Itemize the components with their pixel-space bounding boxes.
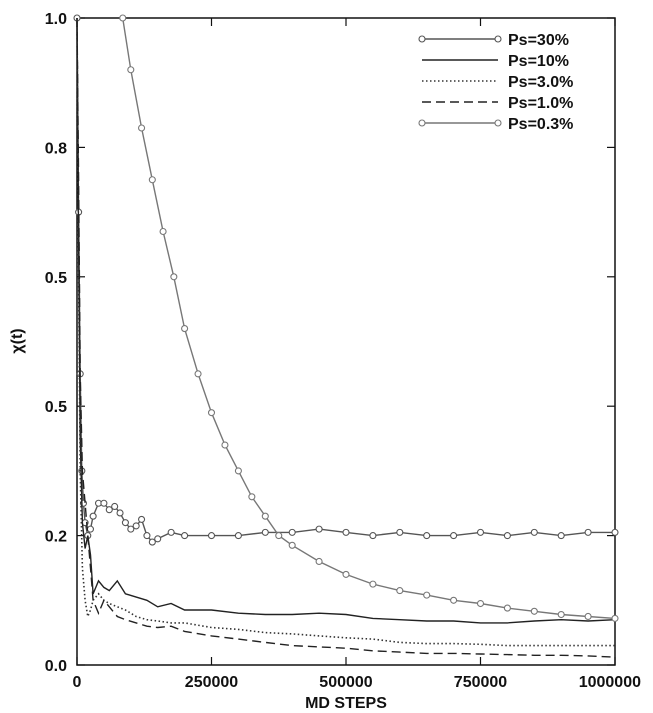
x-axis-ticks: 0 250000 500000 750000 1000000 — [73, 18, 641, 691]
series-line-ps-3-0- — [76, 17, 615, 647]
legend-marker — [494, 35, 502, 43]
series-point-ps-0-3- — [261, 512, 269, 520]
x-tick-label: 250000 — [185, 674, 238, 691]
series-point-ps-0-3- — [234, 467, 242, 475]
legend: Ps=30% Ps=10% Ps=3.0% Ps=1.0% Ps=0.3% — [418, 32, 573, 133]
series-point-ps-30- — [476, 528, 485, 536]
series-point-ps-0-3- — [221, 441, 229, 449]
series-point-ps-30- — [503, 532, 511, 540]
series-point-ps-30- — [557, 532, 565, 540]
series-point-ps-30- — [369, 532, 377, 540]
series-point-ps-0-3- — [159, 227, 167, 236]
series-point-ps-0-3- — [530, 607, 538, 615]
series-point-ps-30- — [584, 528, 592, 536]
series-point-ps-0-3- — [369, 580, 377, 588]
series-point-ps-30- — [148, 538, 156, 546]
series-line-ps-1-0- — [76, 17, 616, 658]
series-point-ps-0-3- — [396, 587, 404, 595]
series-point-ps-0-3- — [138, 124, 146, 132]
series-point-ps-30- — [132, 522, 140, 530]
legend-marker — [494, 119, 502, 127]
y-axis-title: χ(t) — [9, 328, 26, 353]
series-point-ps-0-3- — [119, 14, 127, 22]
series-point-ps-30- — [342, 528, 350, 536]
series-point-ps-30- — [116, 509, 124, 517]
series-point-ps-30- — [143, 532, 151, 540]
series-point-ps-30- — [111, 502, 119, 511]
series-point-ps-0-3- — [288, 541, 296, 549]
series-point-ps-0-3- — [342, 570, 350, 578]
series-point-ps-30- — [89, 512, 97, 520]
series-point-ps-0-3- — [248, 493, 256, 501]
y-tick-label: 0.2 — [45, 529, 67, 546]
series-point-ps-0-3- — [315, 557, 323, 566]
series-point-ps-30- — [207, 532, 216, 540]
y-tick-label: 0.0 — [45, 658, 67, 675]
legend-marker — [418, 35, 426, 43]
series-point-ps-0-3- — [584, 612, 592, 621]
y-tick-label: 0.8 — [45, 140, 67, 157]
series-point-ps-0-3- — [275, 532, 283, 540]
series-point-ps-30- — [138, 515, 146, 523]
series-point-ps-30- — [127, 525, 135, 533]
series-point-ps-0-3- — [450, 596, 458, 604]
series-point-ps-0-3- — [170, 273, 178, 281]
series-point-ps-0-3- — [148, 176, 156, 184]
x-axis-title: MD STEPS — [305, 695, 387, 712]
legend-label: Ps=30% — [508, 32, 569, 49]
legend-marker — [418, 119, 426, 127]
series-point-ps-0-3- — [557, 610, 565, 619]
series-point-ps-30- — [167, 528, 175, 536]
legend-label: Ps=10% — [508, 53, 569, 70]
legend-label: Ps=3.0% — [508, 74, 573, 91]
series-point-ps-0-3- — [503, 604, 511, 612]
series-point-ps-0-3- — [181, 325, 189, 333]
series-point-ps-30- — [86, 525, 94, 533]
series-point-ps-0-3- — [194, 370, 202, 378]
x-tick-label: 1000000 — [579, 674, 641, 691]
legend-label: Ps=1.0% — [508, 95, 573, 112]
series-point-ps-30- — [530, 528, 538, 536]
x-tick-label: 0 — [73, 674, 82, 691]
series-point-ps-30- — [396, 528, 404, 536]
series-layer — [73, 14, 619, 658]
series-point-ps-0-3- — [611, 614, 619, 622]
series-point-ps-0-3- — [476, 599, 485, 608]
x-tick-label: 750000 — [454, 674, 507, 691]
series-point-ps-30- — [450, 532, 458, 540]
series-point-ps-30- — [181, 532, 189, 540]
series-point-ps-30- — [100, 499, 108, 507]
series-point-ps-0-3- — [207, 409, 216, 417]
y-tick-label: 1.0 — [45, 11, 67, 28]
series-point-ps-30- — [315, 525, 323, 533]
series-point-ps-0-3- — [127, 66, 135, 74]
legend-label: Ps=0.3% — [508, 116, 573, 133]
series-point-ps-30- — [423, 532, 431, 540]
series-point-ps-30- — [121, 519, 129, 527]
series-point-ps-30- — [611, 528, 619, 536]
x-tick-label: 500000 — [319, 674, 372, 691]
series-point-ps-30- — [234, 532, 242, 540]
series-point-ps-30- — [105, 506, 113, 514]
series-point-ps-30- — [154, 535, 162, 543]
series-line-ps-10- — [76, 17, 616, 624]
series-point-ps-30- — [261, 528, 269, 536]
y-tick-label: 0.5 — [45, 270, 67, 287]
y-tick-label: 0.5 — [45, 399, 67, 416]
series-point-ps-30- — [288, 528, 296, 536]
series-point-ps-0-3- — [423, 591, 431, 599]
